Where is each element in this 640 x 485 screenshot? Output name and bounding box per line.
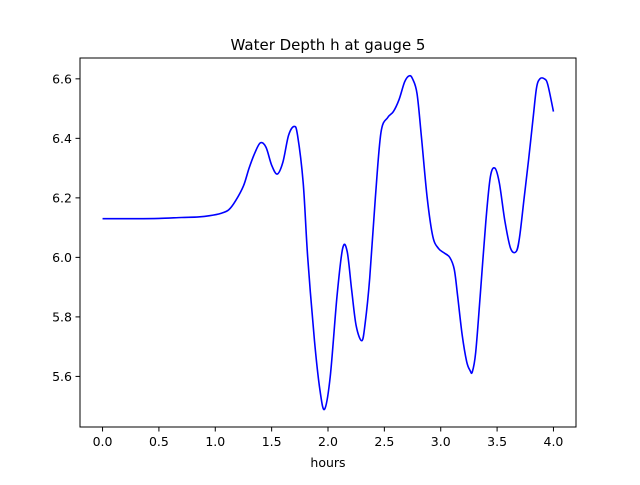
x-tick-label: 3.0 — [431, 434, 451, 449]
y-tick-label: 5.6 — [52, 369, 72, 384]
plot-area — [102, 74, 555, 411]
x-tick-label: 2.5 — [374, 434, 394, 449]
y-axis-ticks: 5.6 5.8 6.0 6.2 6.4 6.6 — [52, 71, 80, 384]
x-tick-label: 2.0 — [318, 434, 338, 449]
x-tick-label: 1.5 — [262, 434, 282, 449]
y-tick-label: 5.8 — [52, 309, 72, 324]
x-tick-label: 3.5 — [487, 434, 507, 449]
x-axis-ticks: 0.0 0.5 1.0 1.5 2.0 2.5 3.0 3.5 4.0 — [93, 427, 564, 449]
x-tick-label: 0.5 — [149, 434, 169, 449]
y-tick-label: 6.2 — [52, 190, 72, 205]
series-line-0 — [102, 74, 555, 411]
axes-frame — [79, 57, 577, 428]
y-tick-label: 6.6 — [52, 71, 72, 86]
x-axis-label: hours — [310, 455, 345, 470]
x-tick-label: 1.0 — [205, 434, 225, 449]
x-tick-label: 4.0 — [544, 434, 564, 449]
x-tick-label: 0.0 — [93, 434, 113, 449]
y-tick-label: 6.4 — [52, 131, 72, 146]
y-tick-label: 6.0 — [52, 250, 72, 265]
chart-title: Water Depth h at gauge 5 — [231, 36, 426, 54]
